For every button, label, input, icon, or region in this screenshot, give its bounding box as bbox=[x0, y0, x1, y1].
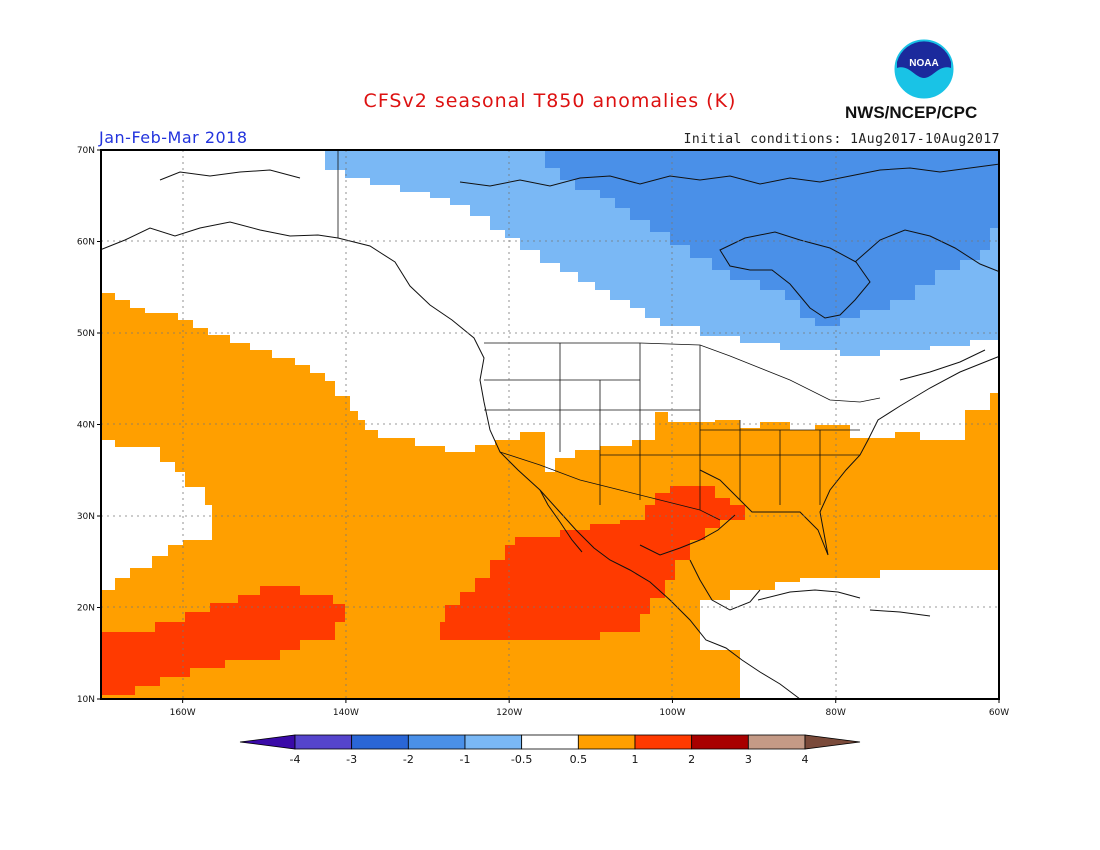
forecast-period: Jan-Feb-Mar 2018 bbox=[99, 128, 248, 147]
lon-tick-label: 120W bbox=[496, 708, 522, 718]
colorbar-segment bbox=[351, 734, 409, 750]
lat-tick-label: 40N bbox=[77, 421, 95, 431]
colorbar-segment bbox=[691, 734, 749, 750]
latitude-ticks: 70N 60N 50N 40N 30N 20N 10N bbox=[77, 146, 101, 705]
initial-conditions: Initial conditions: 1Aug2017-10Aug2017 bbox=[683, 132, 1000, 147]
colorbar-segment bbox=[577, 734, 636, 750]
colorbar-label: 4 bbox=[802, 753, 809, 766]
colorbar-segment bbox=[521, 734, 579, 750]
colorbar-label: 1 bbox=[632, 753, 639, 766]
colorbar-max-arrow bbox=[804, 734, 861, 750]
warm-moderate-region-mexico bbox=[440, 486, 745, 640]
colorbar-label: 2 bbox=[688, 753, 695, 766]
neutral-region-caribbean bbox=[700, 570, 999, 699]
colorbar-label: -4 bbox=[290, 753, 301, 766]
colorbar-label: 3 bbox=[745, 753, 752, 766]
lat-tick-label: 60N bbox=[77, 238, 95, 248]
lat-tick-label: 50N bbox=[77, 329, 95, 339]
cold-moderate-region bbox=[545, 150, 999, 326]
longitude-ticks: 160W 140W 120W 100W 80W 60W bbox=[170, 699, 1009, 718]
colorbar-segment bbox=[464, 734, 523, 750]
colorbar-label: 0.5 bbox=[570, 753, 588, 766]
colorbar-label: -3 bbox=[346, 753, 357, 766]
agency-label: NWS/NCEP/CPC bbox=[845, 103, 978, 122]
chart-title: CFSv2 seasonal T850 anomalies (K) bbox=[363, 90, 737, 112]
colorbar-min-arrow bbox=[239, 734, 296, 750]
colorbar: -4 -3 -2 -1 -0.5 0.5 1 2 3 4 bbox=[239, 734, 861, 766]
lon-tick-label: 60W bbox=[989, 708, 1009, 718]
colorbar-segment bbox=[294, 734, 353, 750]
colorbar-segment bbox=[747, 734, 806, 750]
coastlines bbox=[101, 163, 999, 699]
colorbar-label: -2 bbox=[403, 753, 414, 766]
anomaly-fields bbox=[101, 150, 999, 699]
lat-tick-label: 70N bbox=[77, 146, 95, 156]
colorbar-label: -0.5 bbox=[511, 753, 532, 766]
lat-tick-label: 30N bbox=[77, 512, 95, 522]
colorbar-segment bbox=[407, 734, 466, 750]
lat-tick-label: 20N bbox=[77, 604, 95, 614]
lon-tick-label: 100W bbox=[659, 708, 685, 718]
lon-tick-label: 140W bbox=[333, 708, 359, 718]
warm-moderate-region-pacific bbox=[101, 586, 345, 695]
lon-tick-label: 160W bbox=[170, 708, 196, 718]
lon-tick-label: 80W bbox=[826, 708, 846, 718]
noaa-logo: NOAA bbox=[893, 38, 955, 100]
neutral-region-west bbox=[101, 440, 212, 590]
logo-text: NOAA bbox=[909, 58, 938, 69]
lat-tick-label: 10N bbox=[77, 695, 95, 705]
gridlines bbox=[101, 150, 999, 699]
political-borders bbox=[337, 150, 881, 521]
colorbar-segment bbox=[634, 734, 693, 750]
colorbar-label: -1 bbox=[460, 753, 471, 766]
